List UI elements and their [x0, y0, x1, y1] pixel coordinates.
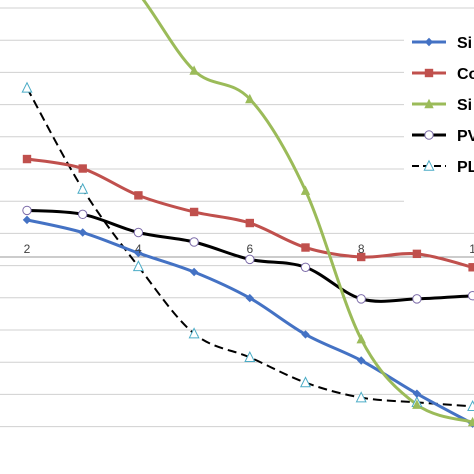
- legend-marker: [424, 98, 434, 109]
- data-point: [132, 260, 144, 272]
- data-point: [21, 81, 33, 93]
- data-point: [244, 351, 256, 363]
- legend-marker: [423, 159, 435, 171]
- data-point: [300, 185, 311, 195]
- data-point: [22, 205, 32, 216]
- series-line-2: [141, 0, 474, 424]
- legend-label: Co: [457, 66, 474, 83]
- data-point: [299, 376, 312, 388]
- data-point: [188, 327, 200, 339]
- data-point: [412, 389, 422, 398]
- legend-label: PL: [457, 159, 474, 176]
- legend-label: Si: [457, 35, 472, 52]
- data-point: [78, 209, 88, 220]
- data-point: [355, 391, 367, 403]
- data-point: [134, 248, 143, 258]
- data-point: [189, 237, 199, 247]
- data-point: [245, 93, 255, 104]
- legend-label: PV: [457, 128, 474, 145]
- data-point: [78, 228, 87, 237]
- data-point: [356, 333, 366, 344]
- legend-marker: [424, 37, 434, 47]
- data-point: [78, 164, 87, 173]
- data-point: [245, 218, 254, 228]
- data-point: [467, 399, 474, 412]
- data-point: [467, 291, 474, 301]
- data-point: [77, 182, 89, 194]
- data-point: [356, 294, 366, 304]
- data-point: [245, 293, 254, 303]
- data-point: [22, 215, 32, 225]
- data-point: [412, 249, 422, 259]
- data-point: [300, 262, 311, 272]
- data-point: [412, 294, 422, 304]
- data-point: [189, 207, 199, 217]
- data-point: [245, 254, 255, 265]
- data-point: [189, 65, 199, 75]
- legend: Si Co Si PV PL: [404, 20, 474, 210]
- legend-background: [404, 20, 474, 210]
- data-point: [467, 416, 474, 427]
- data-point: [301, 330, 310, 339]
- data-point: [412, 399, 422, 409]
- legend-marker: [424, 68, 434, 78]
- legend-label: Si: [457, 97, 472, 114]
- x-tick-labels: 2 4 6 8 1: [24, 242, 474, 256]
- data-point: [357, 252, 366, 262]
- legend-marker: [424, 130, 434, 140]
- x-tick-label: 6: [246, 242, 253, 256]
- data-point: [22, 154, 32, 164]
- data-point: [301, 243, 310, 252]
- data-point: [189, 267, 199, 277]
- data-point: [357, 356, 366, 365]
- x-tick-label: 2: [24, 242, 31, 256]
- x-tick-label: 1: [469, 242, 474, 256]
- data-point: [134, 191, 143, 200]
- x-tick-label: 8: [358, 242, 365, 256]
- data-point: [468, 263, 474, 272]
- gridlines: [0, 7, 474, 428]
- x-tick-label: 4: [135, 242, 142, 256]
- series-markers: [21, 65, 474, 428]
- data-point: [133, 227, 144, 238]
